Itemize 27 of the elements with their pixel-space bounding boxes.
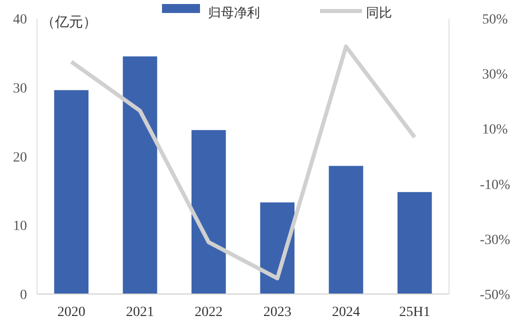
line-series [69,44,417,280]
y-tick-label: 20 [13,150,27,166]
y-tick-label: 10 [13,219,27,234]
x-tick-label: 2024 [332,305,360,320]
bar [54,90,88,294]
y-tick-label: 40 [13,12,27,28]
bar [122,56,158,294]
y2-tick-label: 10% [482,122,508,138]
x-tick-label: 2020 [57,305,86,320]
y-tick-label: 0 [20,288,27,303]
y2-tick-label: -30% [480,232,510,248]
y-tick-label: 30 [13,81,27,96]
x-tick-label: 25H1 [399,305,430,320]
x-tick-label: 2023 [263,305,292,320]
bar [192,130,226,294]
y2-tick-label: 30% [482,68,508,83]
y2-tick-label: -10% [480,178,510,193]
bar [398,192,432,294]
legend-label: 归母净利 [208,6,260,21]
x-tick-label: 2021 [126,305,154,320]
legend-label: 同比 [366,6,392,21]
bar [328,166,364,294]
y2-tick-label: -50% [480,288,510,303]
annotation: （亿元） [41,14,97,30]
y2-tick-label: 50% [482,12,508,28]
bar [260,202,294,294]
x-tick-label: 2022 [194,305,223,320]
